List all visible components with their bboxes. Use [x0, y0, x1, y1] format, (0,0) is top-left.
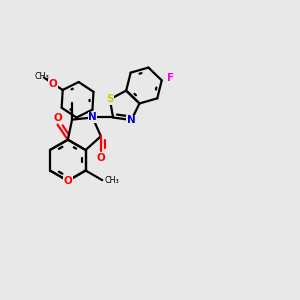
Text: CH₃: CH₃ — [104, 176, 119, 184]
Text: F: F — [167, 73, 175, 83]
Text: N: N — [127, 115, 136, 125]
Text: O: O — [97, 153, 105, 163]
Text: O: O — [49, 79, 57, 88]
Text: S: S — [106, 94, 114, 104]
Text: CH₃: CH₃ — [34, 71, 49, 80]
Text: N: N — [88, 112, 97, 122]
Text: O: O — [53, 113, 62, 123]
Text: O: O — [64, 176, 72, 186]
